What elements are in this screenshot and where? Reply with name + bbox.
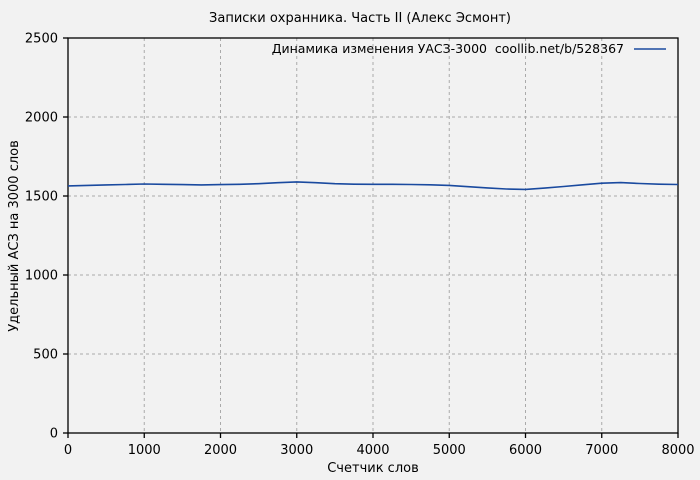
axis-ticks xyxy=(63,37,679,438)
x-axis-label: Счетчик слов xyxy=(327,461,419,476)
x-tick-label: 2000 xyxy=(204,443,237,458)
x-tick-label: 1000 xyxy=(128,443,161,458)
tick-labels: 0 1000 2000 3000 4000 5000 6000 7000 8000 0 500 100… xyxy=(25,32,695,459)
y-tick-label: 0 xyxy=(50,427,58,442)
data-series-line xyxy=(67,181,679,191)
y-tick-label: 2000 xyxy=(25,111,58,126)
y-tick-label: 500 xyxy=(33,348,58,363)
legend-label: Динамика изменения УАСЗ-3000 coollib.net… xyxy=(272,41,624,56)
y-tick-label: 1500 xyxy=(25,190,58,205)
x-tick-label: 6000 xyxy=(509,443,542,458)
x-tick-label: 5000 xyxy=(433,443,466,458)
y-tick-label: 1000 xyxy=(25,269,58,284)
plot-border xyxy=(67,37,679,434)
legend: Динамика изменения УАСЗ-3000 coollib.net… xyxy=(272,41,666,56)
y-axis-label: Удельный АСЗ на 3000 слов xyxy=(7,140,22,332)
x-tick-label: 8000 xyxy=(661,443,694,458)
y-tick-label: 2500 xyxy=(25,32,58,47)
chart-title: Записки охранника. Часть II (Алекс Эсмон… xyxy=(209,11,511,26)
x-tick-label: 3000 xyxy=(280,443,313,458)
x-tick-label: 0 xyxy=(64,443,72,458)
x-tick-label: 4000 xyxy=(356,443,389,458)
x-tick-label: 7000 xyxy=(585,443,618,458)
